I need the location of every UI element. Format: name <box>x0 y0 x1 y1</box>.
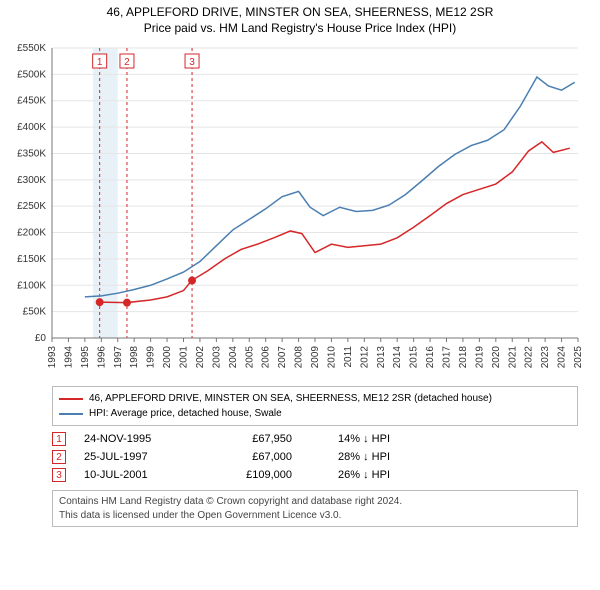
svg-text:2002: 2002 <box>195 346 206 369</box>
title-line-1: 46, APPLEFORD DRIVE, MINSTER ON SEA, SHE… <box>8 4 592 20</box>
svg-text:2022: 2022 <box>524 346 535 369</box>
svg-text:£500K: £500K <box>17 70 46 81</box>
transaction-price: £67,950 <box>212 433 292 445</box>
svg-text:2005: 2005 <box>244 346 255 369</box>
transaction-date: 10-JUL-2001 <box>84 469 194 481</box>
transaction-price: £109,000 <box>212 469 292 481</box>
svg-text:£150K: £150K <box>17 254 46 265</box>
svg-text:2011: 2011 <box>343 346 354 368</box>
svg-text:2025: 2025 <box>573 346 584 369</box>
footer-attribution: Contains HM Land Registry data © Crown c… <box>52 490 578 527</box>
svg-text:1993: 1993 <box>47 346 58 369</box>
svg-text:1: 1 <box>97 57 103 68</box>
svg-text:£450K: £450K <box>17 96 46 107</box>
legend-label: HPI: Average price, detached house, Swal… <box>89 406 282 421</box>
legend-item: HPI: Average price, detached house, Swal… <box>59 406 571 421</box>
table-row: 2 25-JUL-1997 £67,000 28% ↓ HPI <box>52 448 578 466</box>
svg-text:2018: 2018 <box>458 346 469 369</box>
svg-text:2004: 2004 <box>228 346 239 369</box>
title-line-2: Price paid vs. HM Land Registry's House … <box>8 20 592 36</box>
transaction-hpi: 26% ↓ HPI <box>310 469 390 481</box>
transactions-table: 1 24-NOV-1995 £67,950 14% ↓ HPI 2 25-JUL… <box>52 430 578 484</box>
svg-text:£100K: £100K <box>17 281 46 292</box>
svg-text:2006: 2006 <box>261 346 272 369</box>
legend: 46, APPLEFORD DRIVE, MINSTER ON SEA, SHE… <box>52 386 578 426</box>
legend-label: 46, APPLEFORD DRIVE, MINSTER ON SEA, SHE… <box>89 391 492 406</box>
svg-text:1996: 1996 <box>96 346 107 369</box>
svg-text:2014: 2014 <box>392 346 403 369</box>
svg-text:2024: 2024 <box>557 346 568 369</box>
transaction-date: 25-JUL-1997 <box>84 451 194 463</box>
svg-text:1994: 1994 <box>63 346 74 369</box>
line-chart-svg: £0 £50K £100K £150K £200K £250K £300K £350K £400… <box>0 40 600 380</box>
svg-text:2013: 2013 <box>376 346 387 369</box>
legend-item: 46, APPLEFORD DRIVE, MINSTER ON SEA, SHE… <box>59 391 571 406</box>
svg-text:3: 3 <box>189 57 195 68</box>
svg-text:£550K: £550K <box>17 43 46 54</box>
chart-title: 46, APPLEFORD DRIVE, MINSTER ON SEA, SHE… <box>0 4 600 36</box>
svg-text:2003: 2003 <box>211 346 222 369</box>
svg-text:1998: 1998 <box>129 346 140 369</box>
chart-area: £0 £50K £100K £150K £200K £250K £300K £350K £400… <box>0 40 600 380</box>
legend-swatch <box>59 398 83 400</box>
transaction-date: 24-NOV-1995 <box>84 433 194 445</box>
page-container: 46, APPLEFORD DRIVE, MINSTER ON SEA, SHE… <box>0 0 600 527</box>
svg-text:2020: 2020 <box>491 346 502 369</box>
footer-line-1: Contains HM Land Registry data © Crown c… <box>59 495 571 509</box>
svg-text:£400K: £400K <box>17 122 46 133</box>
svg-text:2009: 2009 <box>310 346 321 369</box>
transaction-marker: 1 <box>52 432 66 446</box>
svg-text:2021: 2021 <box>507 346 518 369</box>
svg-text:2012: 2012 <box>359 346 370 369</box>
transaction-hpi: 14% ↓ HPI <box>310 433 390 445</box>
svg-text:2015: 2015 <box>409 346 420 369</box>
svg-text:£50K: £50K <box>23 307 47 318</box>
svg-text:2000: 2000 <box>162 346 173 369</box>
transaction-price: £67,000 <box>212 451 292 463</box>
svg-text:£0: £0 <box>35 333 47 344</box>
svg-text:£250K: £250K <box>17 202 46 213</box>
legend-swatch <box>59 413 83 415</box>
svg-text:1997: 1997 <box>113 346 124 369</box>
svg-text:£350K: £350K <box>17 149 46 160</box>
svg-text:2010: 2010 <box>326 346 337 369</box>
svg-text:2: 2 <box>124 57 130 68</box>
svg-text:2023: 2023 <box>540 346 551 369</box>
svg-text:£200K: £200K <box>17 228 46 239</box>
svg-text:1999: 1999 <box>146 346 157 369</box>
transaction-hpi: 28% ↓ HPI <box>310 451 390 463</box>
table-row: 3 10-JUL-2001 £109,000 26% ↓ HPI <box>52 466 578 484</box>
svg-text:2017: 2017 <box>442 346 453 369</box>
svg-text:2001: 2001 <box>179 346 190 369</box>
transaction-marker: 3 <box>52 468 66 482</box>
table-row: 1 24-NOV-1995 £67,950 14% ↓ HPI <box>52 430 578 448</box>
transaction-marker: 2 <box>52 450 66 464</box>
footer-line-2: This data is licensed under the Open Gov… <box>59 509 571 523</box>
svg-text:2016: 2016 <box>425 346 436 369</box>
svg-text:2008: 2008 <box>294 346 305 369</box>
svg-text:£300K: £300K <box>17 175 46 186</box>
svg-text:2007: 2007 <box>277 346 288 369</box>
svg-text:1995: 1995 <box>80 346 91 369</box>
svg-text:2019: 2019 <box>474 346 485 369</box>
